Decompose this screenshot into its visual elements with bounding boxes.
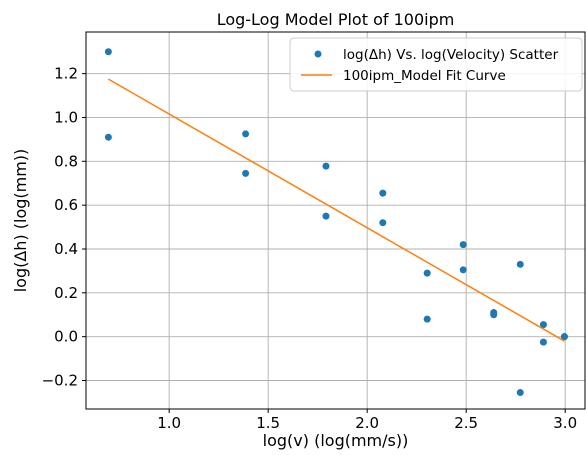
legend-marker-scatter [314,50,322,58]
plot-area [104,48,568,397]
x-tick-label: 1.5 [256,414,280,432]
y-tick-label: 0.8 [54,152,78,170]
grid [86,32,585,409]
fit-curve-line [108,78,565,342]
x-tick-label: 3.0 [553,414,577,432]
y-axis-label: log(Δh) (log(mm)) [11,149,30,293]
scatter-point [104,133,112,141]
x-tick-label: 2.0 [355,414,379,432]
scatter-point [516,260,524,268]
scatter-point [322,212,330,220]
y-tick-label: 1.0 [54,108,78,126]
x-axis-label: log(v) (log(mm/s)) [263,431,409,450]
x-tick-label: 2.5 [454,414,478,432]
scatter-point [242,169,250,177]
scatter-point [379,219,387,227]
scatter-point [560,333,568,341]
scatter-point [459,241,467,249]
legend-box [289,37,583,92]
scatter-point [516,389,524,397]
plot-frame [85,31,586,410]
axis-ticks: 1.0 1.5 2.0 2.5 3.0 −0.2 0.0 0.2 0.4 0.6 0.8 1.0 1.2 [42,65,578,432]
scatter-point [322,162,330,170]
scatter-point [379,189,387,197]
scatter-point [423,315,431,323]
legend-label-fit-line: 100ipm_Model Fit Curve [343,68,506,84]
scatter-point [104,48,112,56]
y-tick-label: 0.6 [54,196,78,214]
y-tick-label: 1.2 [54,65,78,83]
y-tick-label: 0.0 [54,328,78,346]
y-tick-label: 0.4 [54,240,78,258]
scatter-point [423,269,431,277]
scatter-point [490,311,498,319]
x-tick-label: 1.0 [157,414,181,432]
scatter-point [539,321,547,329]
legend: log(Δh) Vs. log(Velocity) Scatter 100ipm… [289,37,583,92]
scatter-point [539,338,547,346]
scatter-point [242,130,250,138]
chart-title: Log-Log Model Plot of 100ipm [217,10,455,29]
y-tick-label: −0.2 [42,372,78,390]
scatter-point [459,266,467,274]
y-tick-label: 0.2 [54,284,78,302]
legend-label-scatter: log(Δh) Vs. log(Velocity) Scatter [343,47,559,63]
